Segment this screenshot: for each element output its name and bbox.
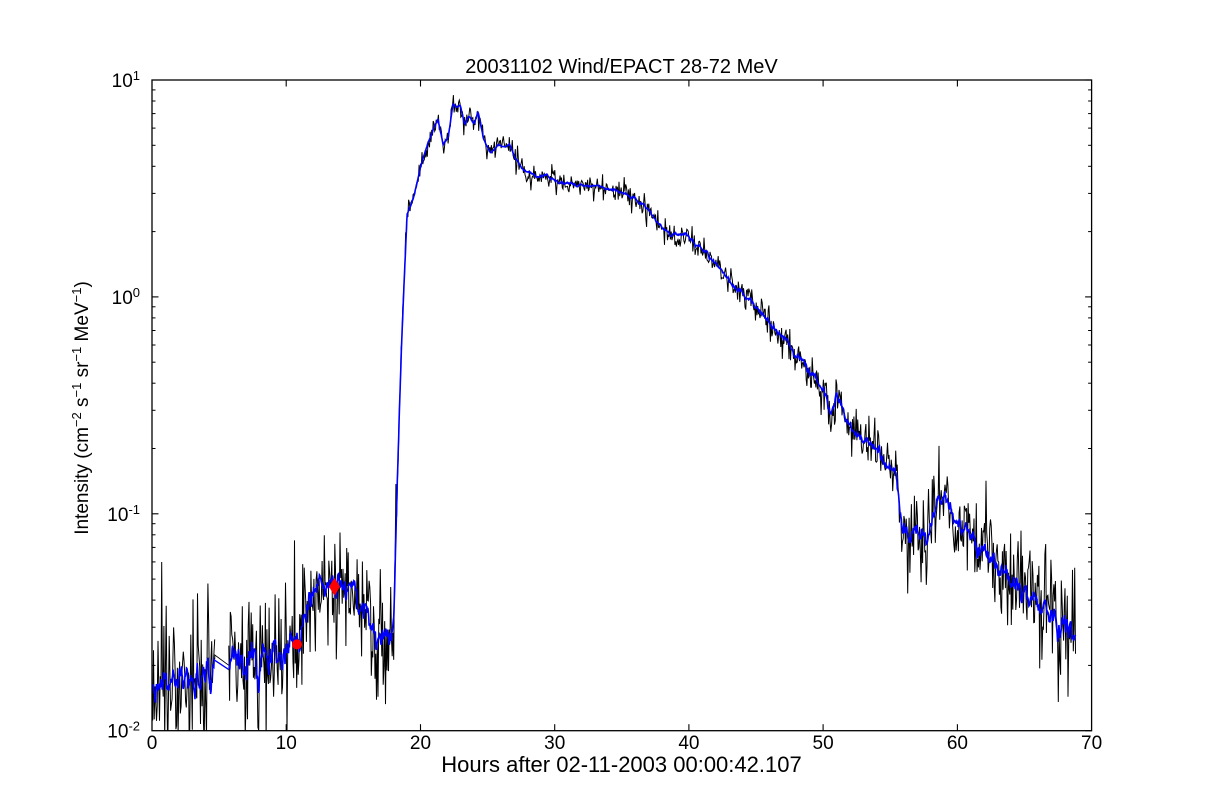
svg-text:10: 10 — [276, 733, 297, 754]
svg-text:Hours after 02-11-2003 00:00:4: Hours after 02-11-2003 00:00:42.107 — [441, 752, 801, 777]
svg-text:10-2: 10-2 — [107, 719, 140, 743]
svg-text:0: 0 — [147, 733, 158, 754]
svg-text:70: 70 — [1081, 733, 1102, 754]
svg-text:30: 30 — [544, 733, 565, 754]
svg-text:100: 100 — [112, 285, 140, 309]
svg-text:10-1: 10-1 — [107, 502, 140, 526]
svg-text:Intensity (cm−2 s−1 sr−1 MeV−1: Intensity (cm−2 s−1 sr−1 MeV−1) — [69, 281, 93, 535]
svg-text:40: 40 — [678, 733, 699, 754]
svg-text:101: 101 — [112, 68, 140, 92]
svg-text:20031102 Wind/EPACT 28-72 MeV: 20031102 Wind/EPACT 28-72 MeV — [465, 56, 778, 78]
svg-text:60: 60 — [947, 733, 968, 754]
svg-text:50: 50 — [813, 733, 834, 754]
svg-text:20: 20 — [410, 733, 431, 754]
